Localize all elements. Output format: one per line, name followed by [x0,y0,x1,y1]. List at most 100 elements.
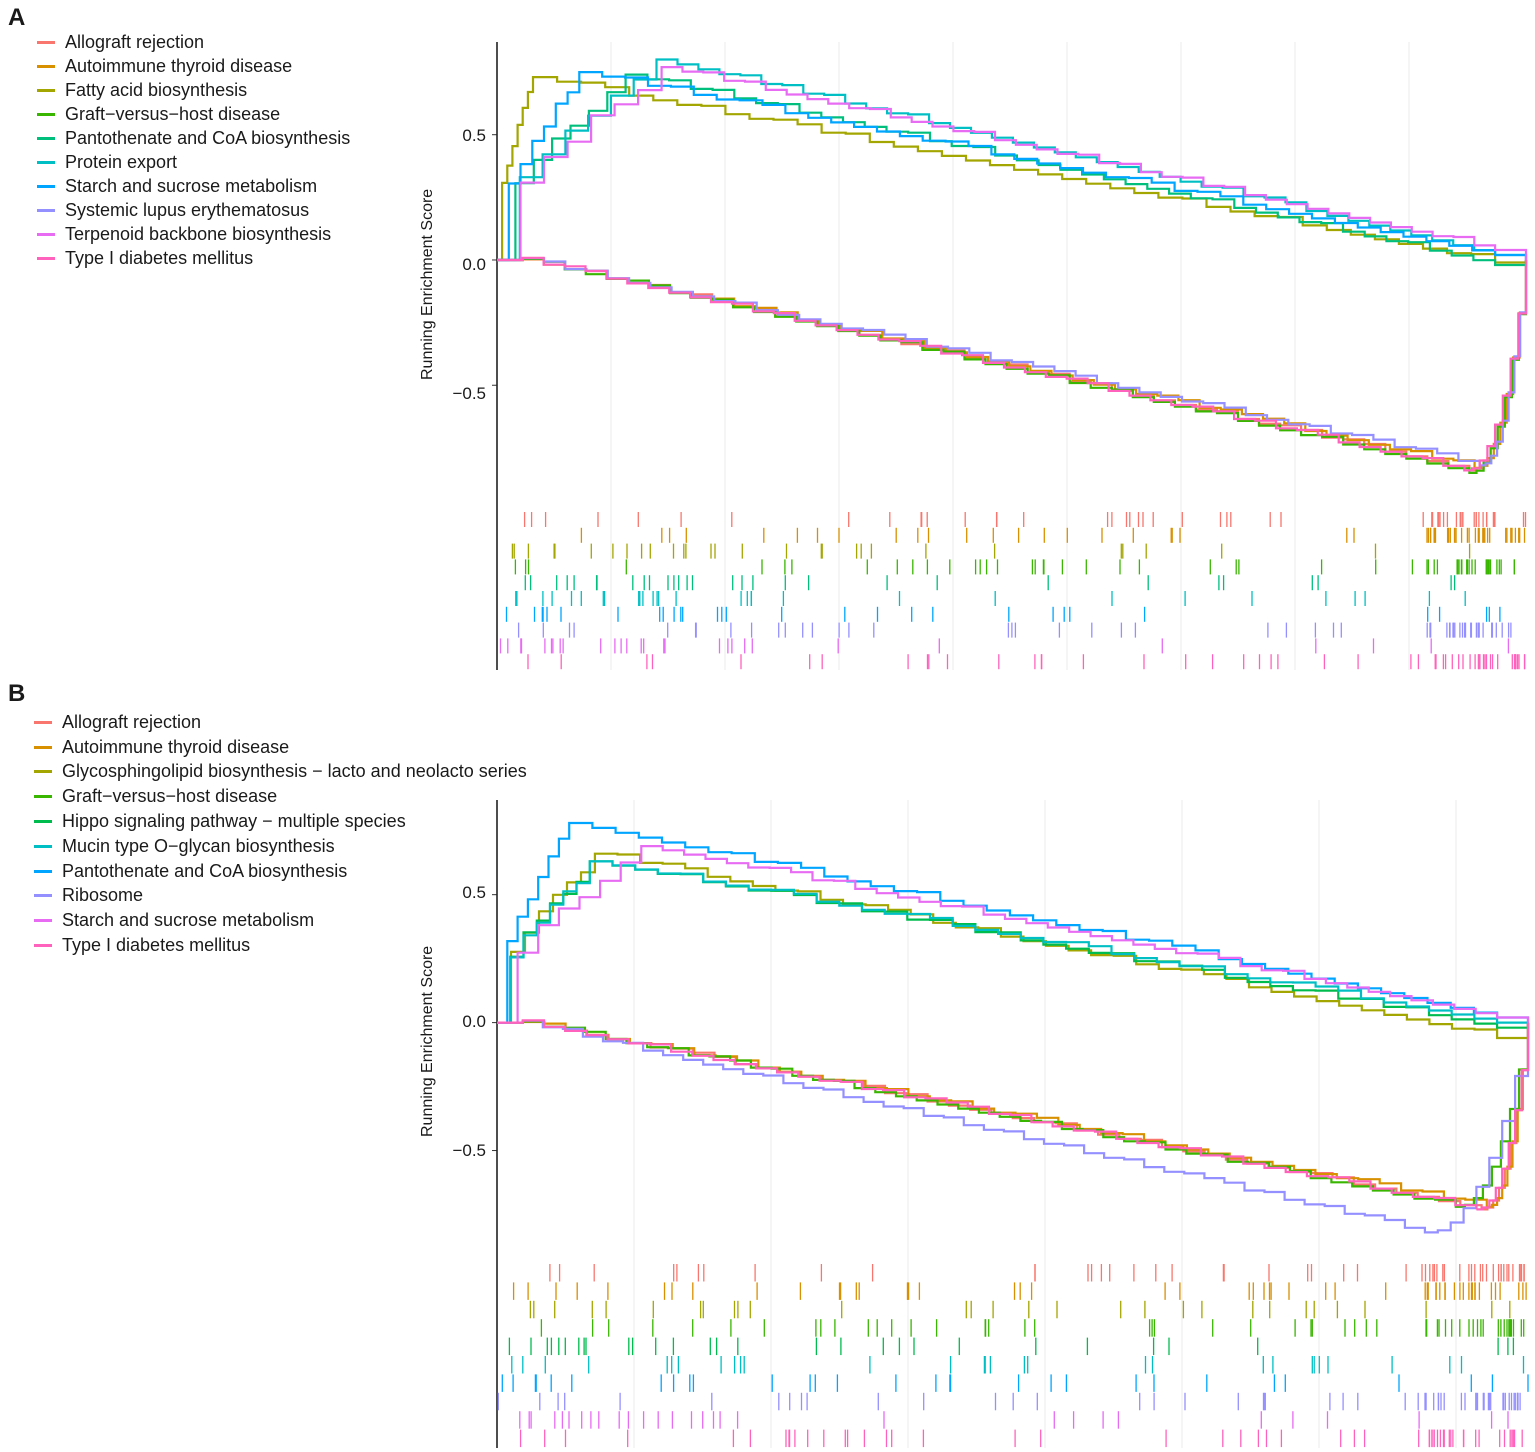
rug-row-4 [514,559,1516,575]
rug-row-7 [505,606,1501,622]
legend-swatch [37,64,55,68]
rug-row-10 [519,1429,1523,1448]
legend-item: Autoimmune thyroid disease [37,54,350,78]
legend-item: Starch and sucrose metabolism [37,175,350,199]
rug-row-9 [519,1411,1509,1429]
legend-item: Systemic lupus erythematosus [37,199,350,223]
legend-swatch [34,745,52,749]
es-curve-4 [497,1020,1530,1208]
legend-swatch [37,209,55,213]
es-curve-6 [497,860,1528,1024]
rug-row-8 [497,1392,1521,1411]
rug-row-4 [540,1319,1525,1337]
legend-swatch [34,820,52,824]
rug-row-6 [511,1356,1525,1374]
rug-row-5 [508,1337,1515,1356]
rug-row-2 [580,527,1526,543]
legend-item: Terpenoid backbone biosynthesis [37,223,350,247]
y-tick-label: −0.5 [452,1141,486,1160]
legend-item: Pantothenate and CoA biosynthesis [37,126,350,150]
legend-label: Protein export [65,152,178,173]
legend-label: Autoimmune thyroid disease [65,55,293,76]
legend-label: Graft−versus−host disease [65,103,281,124]
legend-item: Fatty acid biosynthesis [37,78,350,102]
rug-row-5 [524,575,1456,591]
legend-label: Graft−versus−host disease [62,786,278,807]
legend-swatch [34,869,52,873]
legend-item: Mucin type O−glycan biosynthesis [34,834,527,859]
legend-label: Glycosphingolipid biosynthesis − lacto a… [62,761,527,782]
legend-swatch [37,136,55,140]
y-tick-label: 0.0 [462,255,486,274]
rug-row-10 [527,654,1526,670]
rug-row-9 [499,638,1510,654]
rug-row-1 [523,512,1527,528]
rug-row-3 [511,543,1471,559]
legend-label: Allograft rejection [62,711,202,732]
es-curve-10 [497,1019,1530,1211]
legend-item: Glycosphingolipid biosynthesis − lacto a… [34,760,527,785]
y-tick-label: −0.5 [452,384,486,403]
es-curve-9 [497,66,1528,262]
legend-item: Allograft rejection [34,710,527,735]
legend-label: Starch and sucrose metabolism [65,176,318,197]
rug-row-1 [549,1264,1525,1282]
legend-swatch [37,185,55,189]
panel-b-letter: B [8,680,26,707]
legend-label: Hippo signaling pathway − multiple speci… [62,811,406,832]
panel-b-legend: Allograft rejection Autoimmune thyroid d… [34,710,527,958]
es-curve-5 [497,860,1530,1029]
es-curve-5 [497,73,1528,267]
legend-swatch [34,770,52,774]
es-curve-10 [497,256,1528,472]
legend-label: Allograft rejection [65,31,205,52]
legend-swatch [37,112,55,116]
legend-swatch [34,795,52,799]
legend-swatch [34,919,52,923]
legend-item: Ribosome [34,884,527,909]
legend-label: Pantothenate and CoA biosynthesis [62,860,348,881]
legend-item: Pantothenate and CoA biosynthesis [34,859,527,884]
legend-item: Protein export [37,150,350,174]
panel-a-plot [492,42,1528,670]
legend-item: Allograft rejection [37,30,350,54]
es-curve-8 [497,1019,1530,1234]
rug-row-6 [515,591,1466,607]
legend-label: Type I diabetes mellitus [62,935,251,956]
legend-label: Starch and sucrose metabolism [62,910,315,931]
legend-swatch [37,40,55,44]
legend-swatch [34,944,52,948]
legend-item: Graft−versus−host disease [37,102,350,126]
legend-label: Pantothenate and CoA biosynthesis [65,127,351,148]
legend-item: Graft−versus−host disease [34,784,527,809]
legend-swatch [34,844,52,848]
rug-row-3 [529,1300,1511,1319]
y-tick-label: 0.5 [462,883,486,902]
legend-swatch [37,257,55,261]
legend-swatch [34,720,52,724]
legend-label: Ribosome [62,885,144,906]
y-tick-label: 0.5 [462,126,486,145]
legend-swatch [37,88,55,92]
legend-item: Hippo signaling pathway − multiple speci… [34,809,527,834]
es-curve-7 [497,71,1528,262]
es-curve-3 [497,852,1530,1040]
legend-item: Type I diabetes mellitus [34,933,527,958]
legend-label: Autoimmune thyroid disease [62,736,290,757]
panel-a-letter: A [8,4,26,31]
legend-item: Type I diabetes mellitus [37,247,350,271]
es-curve-8 [497,257,1528,467]
legend-label: Mucin type O−glycan biosynthesis [62,835,335,856]
y-tick-label: 0.0 [462,1012,486,1031]
panel-b-plot [492,800,1530,1448]
es-curve-9 [497,845,1530,1024]
rug-row-8 [517,622,1512,638]
rug-row-2 [512,1282,1527,1300]
legend-item: Autoimmune thyroid disease [34,735,527,760]
legend-label: Type I diabetes mellitus [65,248,254,269]
es-curve-1 [497,258,1528,472]
legend-swatch [37,161,55,165]
panel-a-legend: Allograft rejection Autoimmune thyroid d… [37,30,350,271]
es-curve-3 [497,76,1528,264]
legend-swatch [37,233,55,237]
